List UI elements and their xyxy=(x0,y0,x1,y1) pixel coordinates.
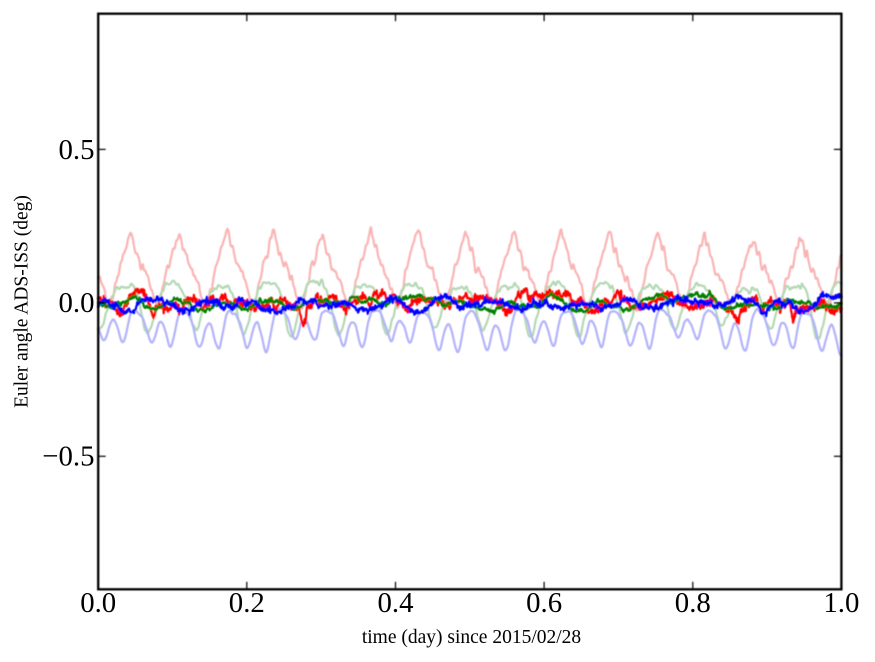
svg-text:0.8: 0.8 xyxy=(675,587,711,619)
svg-text:0.0: 0.0 xyxy=(80,587,116,619)
svg-text:time (day) since 2015/02/28: time (day) since 2015/02/28 xyxy=(362,627,581,648)
svg-text:Euler angle ADS-ISS (deg): Euler angle ADS-ISS (deg) xyxy=(12,195,33,408)
svg-text:0.0: 0.0 xyxy=(59,287,95,319)
svg-text:1.0: 1.0 xyxy=(823,587,859,619)
svg-text:0.2: 0.2 xyxy=(229,587,265,619)
svg-text:0.5: 0.5 xyxy=(59,134,95,166)
svg-text:0.6: 0.6 xyxy=(526,587,562,619)
svg-text:−0.5: −0.5 xyxy=(42,441,94,473)
svg-text:0.4: 0.4 xyxy=(378,587,414,619)
